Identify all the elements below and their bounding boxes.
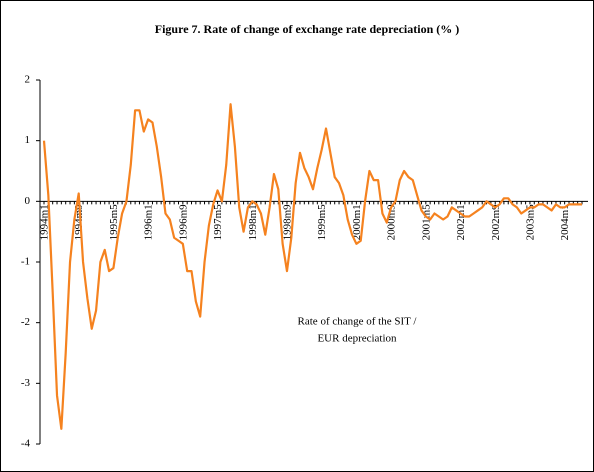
y-tick-label: 1 (25, 134, 31, 146)
y-tick-label: -3 (21, 377, 31, 389)
x-tick-label: 1999m5 (316, 204, 328, 241)
x-tick-label: 1998m9 (281, 204, 293, 241)
x-tick-label: 2003m5 (524, 204, 536, 241)
x-tick-label: 1998m1 (247, 204, 259, 240)
x-tick-label: 2002m1 (455, 204, 467, 240)
x-tick-label: 2004m1 (559, 204, 571, 240)
x-tick-label: 1997m5 (212, 204, 224, 241)
y-tick-label: 2 (25, 74, 31, 86)
x-tick-label: 2002m9 (490, 204, 502, 241)
x-tick-label: 2000m1 (351, 204, 363, 240)
data-line (42, 103, 582, 430)
y-tick-label: -4 (21, 438, 31, 450)
x-tick-label: 1994m1 (39, 204, 51, 240)
x-tick-label: 1995m5 (108, 204, 120, 241)
annotation: EUR depreciation (317, 333, 397, 345)
y-tick-label: -1 (21, 256, 30, 268)
annotation: Rate of change of the SIT / (298, 316, 418, 328)
x-tick-label: 1996m1 (143, 204, 155, 240)
y-tick-label: -2 (21, 316, 30, 328)
y-tick-label: 0 (25, 195, 31, 207)
x-tick-label: 1996m9 (177, 204, 189, 241)
chart-title: Figure 7. Rate of change of exchange rat… (155, 22, 460, 36)
